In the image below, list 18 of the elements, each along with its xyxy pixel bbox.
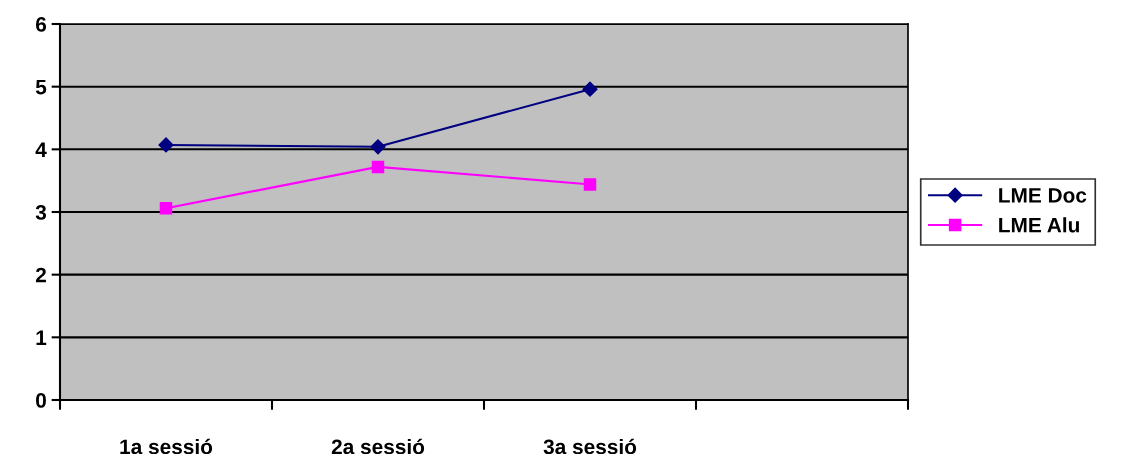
- y-tick-label: 3: [35, 205, 47, 220]
- y-tick-label: 2: [35, 267, 46, 283]
- x-tick-label: 3a sessió: [543, 438, 637, 454]
- legend-label: LME Doc: [999, 188, 1087, 203]
- y-tick-label: 1: [36, 330, 47, 345]
- x-tick-label: 2a sessió: [331, 438, 425, 454]
- point: [158, 137, 174, 153]
- point: [159, 201, 173, 215]
- x-tick-label: 1a sessió: [120, 438, 213, 454]
- point: [371, 160, 385, 174]
- point: [583, 178, 597, 191]
- y-tick-label: 6: [35, 17, 47, 32]
- y-tick-label: 0: [36, 393, 46, 408]
- point: [582, 81, 598, 97]
- y-tick-label: 4: [35, 142, 47, 157]
- y-tick-label: 5: [35, 79, 47, 95]
- legend-label: LME Alu: [999, 217, 1079, 233]
- point: [370, 139, 386, 155]
